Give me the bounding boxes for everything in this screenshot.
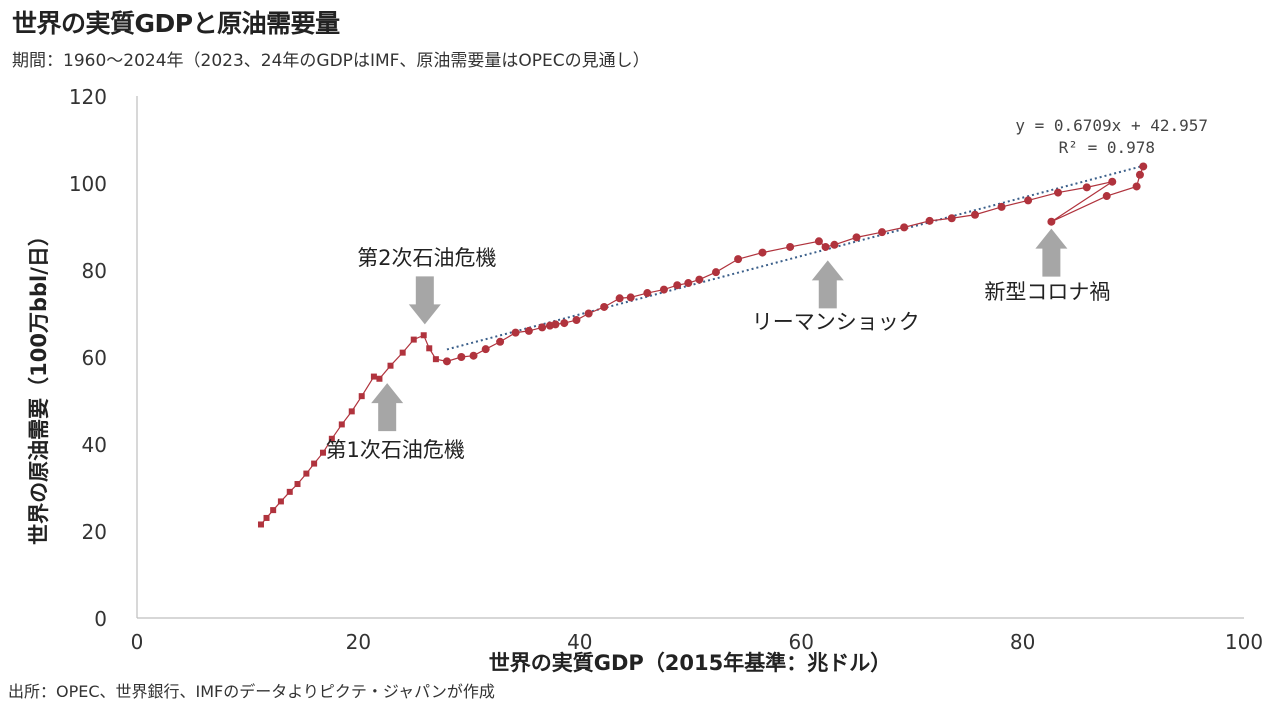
data-point bbox=[286, 488, 293, 495]
annotation-arrow-icon bbox=[408, 276, 441, 325]
data-point bbox=[852, 233, 861, 242]
data-point bbox=[311, 460, 318, 467]
data-point bbox=[997, 202, 1006, 211]
trendline-equation: y = 0.6709x + 42.957 bbox=[1015, 116, 1208, 135]
data-point bbox=[538, 323, 547, 332]
x-axis-label: 世界の実質GDP（2015年基準：兆ドル） bbox=[489, 651, 892, 675]
chart-title: 世界の実質GDPと原油需要量 bbox=[12, 9, 340, 38]
chart-subtitle: 期間：1960～2024年（2023、24年のGDPはIMF、原油需要量はOPE… bbox=[12, 51, 650, 71]
annotation-arrow-icon bbox=[1035, 228, 1068, 277]
trendline-r-squared: R² = 0.978 bbox=[1059, 138, 1155, 157]
data-point bbox=[496, 337, 505, 346]
y-tick-label: 120 bbox=[69, 85, 107, 109]
data-point bbox=[410, 336, 417, 343]
y-tick-label: 0 bbox=[94, 607, 107, 631]
annotation-arrow-icon bbox=[811, 260, 844, 309]
data-point bbox=[338, 421, 345, 428]
source-note: 出所：OPEC、世界銀行、IMFのデータよりピクテ・ジャパンが作成 bbox=[8, 682, 495, 701]
data-point bbox=[399, 349, 406, 356]
data-point bbox=[1047, 217, 1056, 226]
data-point bbox=[830, 240, 839, 249]
y-tick-label: 80 bbox=[82, 259, 107, 283]
data-point bbox=[358, 393, 365, 400]
data-point bbox=[511, 328, 520, 337]
data-point bbox=[457, 353, 466, 361]
data-point bbox=[257, 521, 264, 528]
data-point bbox=[376, 375, 383, 382]
data-point bbox=[348, 408, 355, 415]
data-point bbox=[263, 514, 270, 521]
data-point bbox=[684, 279, 693, 288]
data-point bbox=[387, 362, 394, 369]
data-point bbox=[786, 242, 795, 251]
y-axis-label: 世界の原油需要（100万bbl/日） bbox=[27, 225, 51, 545]
data-series bbox=[257, 162, 1148, 528]
data-point bbox=[328, 435, 335, 442]
x-tick-label: 40 bbox=[567, 630, 592, 654]
data-point bbox=[370, 373, 377, 380]
data-point bbox=[711, 268, 720, 277]
y-tick-label: 60 bbox=[82, 346, 107, 370]
data-point bbox=[814, 237, 823, 246]
data-point bbox=[303, 470, 310, 477]
data-point bbox=[878, 228, 887, 237]
data-point bbox=[1108, 177, 1117, 186]
data-point bbox=[481, 345, 490, 354]
data-point bbox=[925, 216, 934, 225]
trendline-line bbox=[446, 164, 1144, 351]
data-point bbox=[270, 507, 277, 514]
x-tick-label: 0 bbox=[131, 630, 144, 654]
data-point bbox=[643, 289, 652, 298]
data-point bbox=[442, 357, 451, 366]
data-point bbox=[294, 481, 301, 488]
data-point bbox=[900, 223, 909, 232]
data-point bbox=[319, 449, 326, 456]
data-point bbox=[524, 326, 533, 335]
data-point bbox=[469, 351, 478, 360]
data-point bbox=[560, 319, 569, 328]
annotation-arrow-icon bbox=[371, 383, 404, 432]
x-tick-label: 100 bbox=[1225, 630, 1263, 654]
data-point bbox=[615, 294, 624, 303]
y-tick-label: 100 bbox=[69, 172, 107, 196]
data-point bbox=[626, 293, 635, 302]
data-point bbox=[1024, 196, 1033, 205]
series-line bbox=[260, 166, 1144, 525]
annotation-label: 新型コロナ禍 bbox=[984, 280, 1110, 304]
trendline bbox=[446, 164, 1144, 351]
data-point bbox=[600, 302, 609, 311]
data-point bbox=[277, 498, 284, 505]
data-point bbox=[432, 356, 439, 363]
data-point bbox=[1102, 192, 1111, 201]
data-point bbox=[1082, 183, 1091, 192]
data-point bbox=[947, 214, 956, 223]
y-tick-label: 40 bbox=[82, 433, 107, 457]
data-point bbox=[970, 210, 979, 219]
data-point bbox=[420, 332, 427, 339]
axes: 0 20 40 60 80 100 120 0 20 40 60 80 100 bbox=[69, 85, 1263, 654]
data-point bbox=[695, 275, 704, 284]
data-point bbox=[659, 285, 668, 294]
data-point bbox=[426, 345, 433, 352]
data-point bbox=[584, 309, 593, 318]
x-tick-label: 60 bbox=[788, 630, 813, 654]
x-tick-label: 20 bbox=[346, 630, 371, 654]
data-point bbox=[734, 255, 743, 264]
data-point bbox=[821, 242, 830, 251]
annotation-label: 第1次石油危機 bbox=[325, 438, 464, 462]
data-point bbox=[1139, 162, 1148, 171]
annotation-label: 第2次石油危機 bbox=[357, 246, 496, 270]
data-point bbox=[673, 281, 682, 290]
data-point bbox=[1132, 182, 1141, 191]
data-point bbox=[572, 316, 581, 325]
y-tick-label: 20 bbox=[82, 520, 107, 544]
data-point bbox=[1135, 170, 1144, 179]
data-point bbox=[758, 248, 767, 257]
annotation-label: リーマンショック bbox=[752, 310, 920, 334]
x-tick-label: 80 bbox=[1010, 630, 1035, 654]
data-point bbox=[1054, 188, 1063, 197]
data-point bbox=[551, 320, 560, 329]
